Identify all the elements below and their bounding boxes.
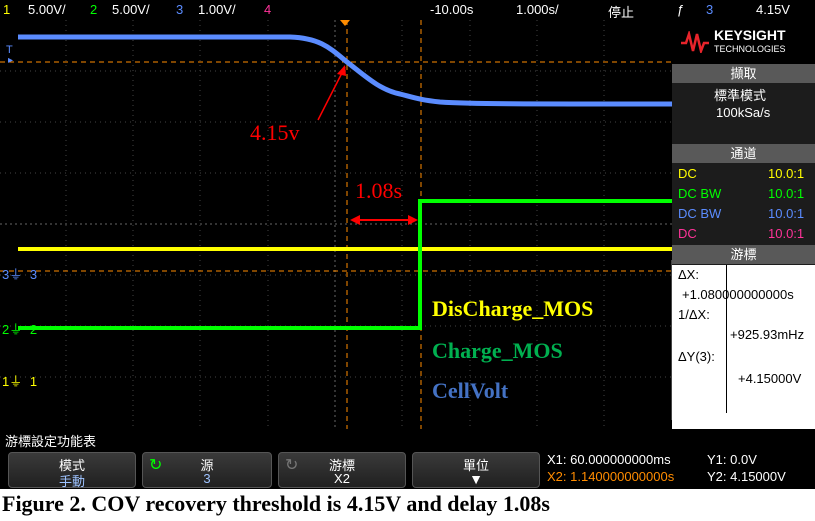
ch1-ground-marker[interactable]: 1⏚ 1 [2,374,38,389]
source-value: 3 [203,471,211,486]
time-offset: -10.00s [430,2,474,17]
mode-label: 模式 [58,458,85,473]
ch3-scale: 1.00V/ [198,2,236,17]
waveform-svg [0,20,672,429]
run-state[interactable]: 停止 [608,5,635,20]
threshold-arrowhead [337,65,346,76]
ch3-trace-cellvolt [18,34,672,107]
channels-title[interactable]: 通道 [672,144,815,163]
side-panel: KEYSIGHT TECHNOLOGIES 擷取 標準模式 100kSa/s 通… [672,20,815,429]
trigger-position-marker[interactable] [340,20,350,26]
brand-name: KEYSIGHT [714,27,786,43]
status-bar: 1 5.00V/ 2 5.00V/ 3 1.00V/ 4 -10.00s 1.0… [0,0,815,20]
ch2-ground-marker[interactable]: 2⏚ 2 [2,322,38,337]
x1-readout: X1: 60.000000000ms [547,452,671,467]
acquire-title[interactable]: 擷取 [672,64,815,83]
ch2-scale: 5.00V/ [112,2,150,17]
cursors-title[interactable]: 游標 [672,245,815,264]
menu-title-bar: 游標設定功能表 [0,429,815,449]
figure-caption: Figure 2. COV recovery threshold is 4.15… [0,489,815,521]
threshold-arrow [317,66,346,121]
inv-delta-x-label: 1/ΔX: [678,307,710,322]
units-softkey[interactable]: 單位 ▼ [412,452,540,488]
y1-readout: Y1: 0.0V [707,452,757,467]
readout-divider [672,265,727,413]
ch3-coupling: DC BW [678,206,722,221]
ch2-probe: 10.0:1 [768,186,805,201]
ch2-trace-charge [18,199,672,330]
brand-sub: TECHNOLOGIES [714,44,786,54]
cursor-position-readout: X1: 60.000000000ms X2: 1.140000000000s Y… [545,451,815,487]
mode-value: 手動 [58,474,85,489]
ch1-number[interactable]: 1 [3,2,11,17]
graticule [0,20,672,429]
trigger-icon: ƒ [677,2,685,17]
delta-y-value: +4.15000V [738,371,802,386]
delta-y-label: ΔY(3): [678,349,715,364]
delta-x-label: ΔX: [678,267,699,282]
knob-icon: ↻ [149,457,163,474]
cursor-softkey[interactable]: ↻ 游標 X2 [278,452,406,488]
cursor-value: X2 [334,471,350,486]
x2-readout: X2: 1.140000000000s [547,469,675,484]
delta-x-value: +1.080000000000s [682,287,794,302]
discharge-mos-label: DisCharge_MOS [432,296,594,321]
source-label: 源 [200,458,214,473]
ch1-coupling: DC [678,166,697,181]
delay-arrowhead-right [408,215,418,225]
y2-readout: Y2: 4.15000V [707,469,786,484]
charge-mos-label: Charge_MOS [432,338,563,363]
cursor-readout-box: ΔX: +1.080000000000s 1/ΔX: +925.93mHz ΔY… [672,265,815,429]
ch3-ground-marker[interactable]: 3⏚ 3 [2,267,38,282]
chevron-down-icon: ▼ [469,471,483,487]
caption-text: Figure 2. COV recovery threshold is 4.15… [2,491,550,516]
trigger-level-arrow-icon: ▸ [8,55,14,66]
menu-title: 游標設定功能表 [5,434,97,449]
ch3-probe: 10.0:1 [768,206,805,221]
trigger-level: 4.15V [756,2,790,17]
ch2-coupling: DC BW [678,186,722,201]
acquire-mode: 標準模式 [714,88,767,103]
inv-delta-x-value: +925.93mHz [730,327,805,342]
waveform-display[interactable]: T ▸ 3⏚ 3 2⏚ 2 1⏚ 1 4.15v 1.08s DisCharge… [0,20,672,429]
time-scale: 1.000s/ [516,2,559,17]
cellvolt-label: CellVolt [432,378,509,403]
delay-arrowhead-left [350,215,360,225]
delay-annotation: 1.08s [355,178,403,203]
trigger-level-marker: T [6,44,13,56]
ch4-coupling: DC [678,226,697,241]
acquire-rate: 100kSa/s [716,105,771,120]
keysight-wave-icon [681,31,709,53]
units-label: 單位 [462,458,489,473]
source-softkey[interactable]: ↻ 源 3 [142,452,272,488]
keysight-logo: KEYSIGHT TECHNOLOGIES [672,20,815,64]
threshold-annotation: 4.15v [250,120,300,145]
ch4-probe: 10.0:1 [768,226,805,241]
mode-softkey[interactable]: 模式 手動 [8,452,136,489]
ch1-probe: 10.0:1 [768,166,805,181]
ch3-number[interactable]: 3 [176,2,184,17]
trigger-source: 3 [706,2,714,17]
ch2-number[interactable]: 2 [90,2,98,17]
softkey-bar: 模式 手動 ↻ 源 3 ↻ 游標 X2 單位 ▼ X1: 60.00000000… [0,449,815,489]
ch4-number[interactable]: 4 [264,2,272,17]
cursor-label: 游標 [328,458,355,473]
ch1-scale: 5.00V/ [28,2,66,17]
knob-icon: ↻ [285,457,299,474]
